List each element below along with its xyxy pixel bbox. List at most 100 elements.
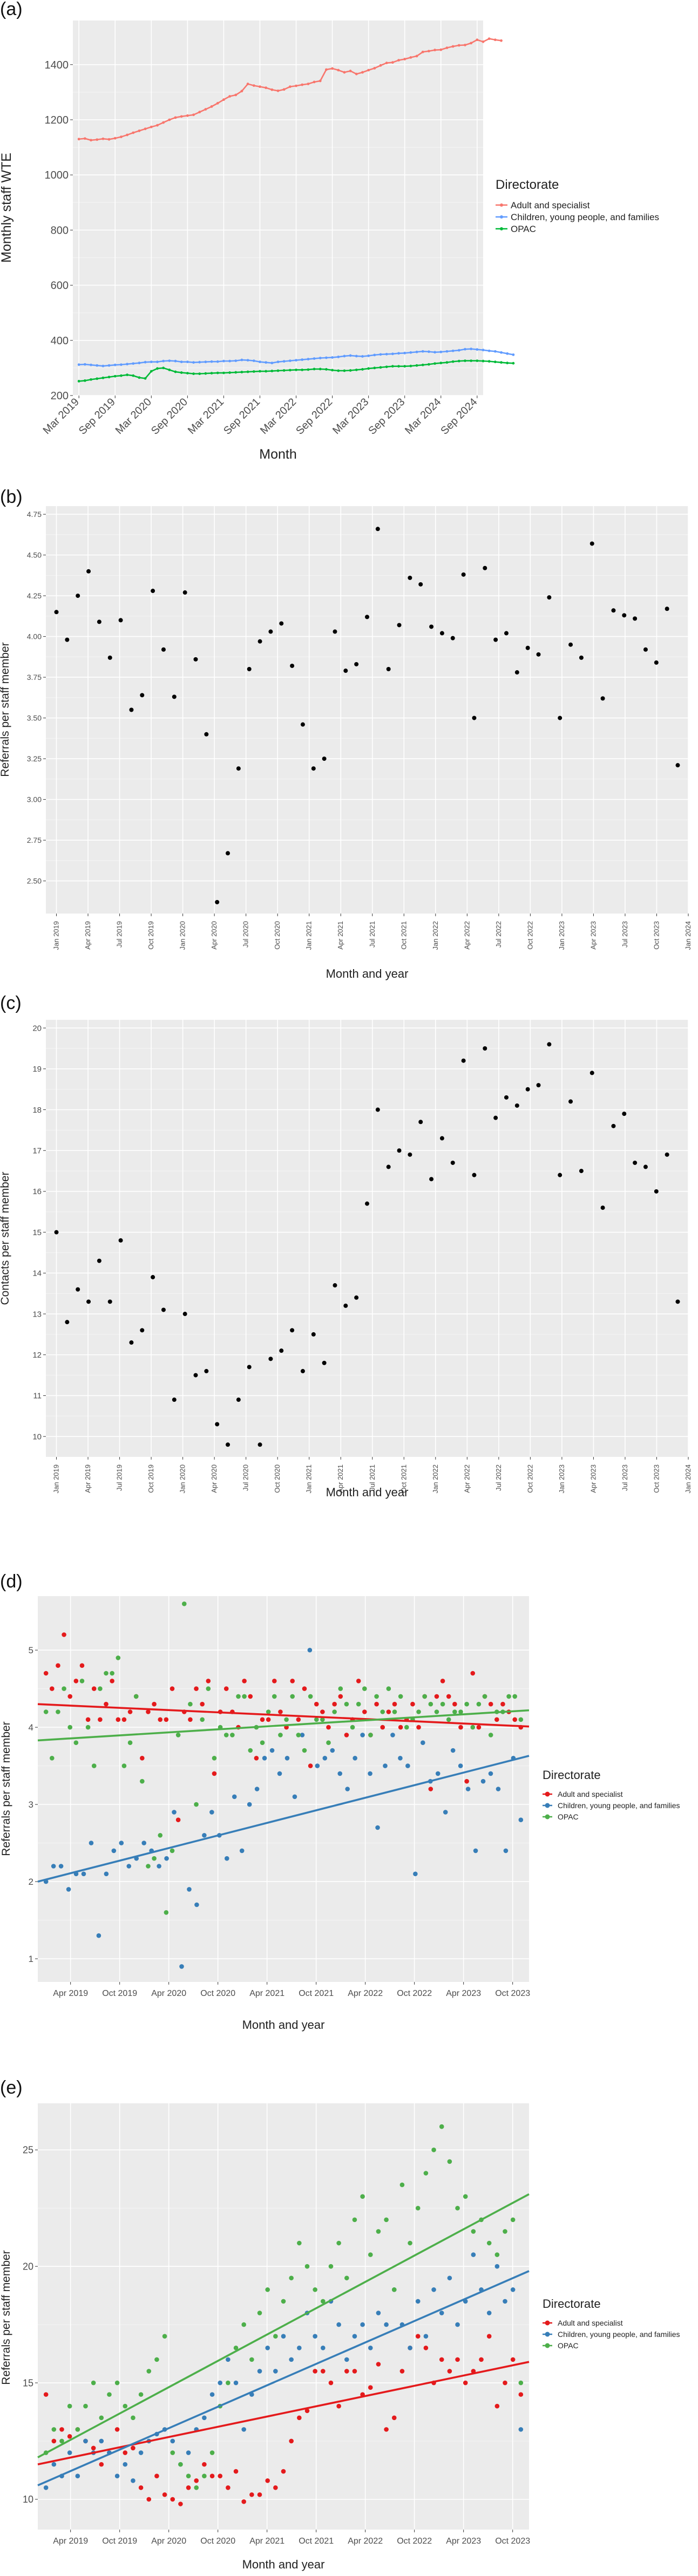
data-point [643,1164,648,1169]
y-tick-label: 3 [29,1800,33,1810]
data-point [301,358,304,361]
data-point [170,2450,175,2455]
data-point [77,380,80,383]
data-point [133,1694,139,1699]
y-tick-label: 2 [29,1877,33,1887]
data-point [433,351,436,354]
x-tick-label: Oct 2022 [397,2537,432,2546]
x-axis: Jan 2019 Apr 2019 Jul 2019 Oct 2019 Jan 2020… [52,914,692,950]
data-point [289,2275,294,2281]
data-point [146,2497,152,2502]
data-point [43,2485,49,2490]
data-point [296,1717,301,1722]
x-tick-label: Oct 2021 [399,921,408,950]
data-point [457,359,460,363]
data-point [510,2287,516,2292]
data-point [204,108,207,111]
data-point [223,1733,229,1737]
data-point [344,1701,349,1707]
legend-label: Adult and specialist [558,2319,623,2327]
data-point [120,374,123,377]
data-point [439,2311,444,2315]
data-point [138,2392,144,2397]
data-point [428,50,430,53]
data-point [73,1740,79,1745]
data-point [131,2478,135,2483]
data-point [202,2415,207,2421]
data-point [198,360,201,364]
y-tick-label: 18 [32,1106,42,1115]
chart-b-svg: (b) 2.50 2.75 3.00 3.25 3.50 3.75 4.00 4.25 4.50… [0,487,692,980]
data-point [332,1701,337,1707]
data-point [226,2485,231,2490]
data-point [525,1087,530,1092]
data-point [384,2217,389,2223]
data-point [91,1686,97,1691]
x-tick-label: Apr 2022 [348,1989,383,1998]
data-marks [77,37,515,383]
data-point [314,1701,319,1707]
x-axis-label: Month and year [326,1485,409,1499]
data-point [162,2492,167,2497]
data-point [304,2264,310,2269]
data-point [633,616,638,621]
data-point [83,2438,88,2444]
y-axis: 200 400 600 800 1000 1200 1400 [45,59,73,402]
y-tick-label: 4.25 [27,591,42,600]
data-point [222,98,225,101]
x-axis-label: Month and year [242,2558,325,2571]
data-point [398,1725,403,1730]
data-point [247,1365,252,1369]
data-point [273,2369,278,2374]
legend-label: Adult and specialist [511,200,590,210]
data-point [361,368,364,371]
data-point [493,350,497,353]
data-point [536,1083,541,1088]
data-point [206,1679,211,1684]
data-point [85,1725,91,1730]
x-tick-label: Apr 2021 [249,2537,284,2546]
data-point [140,1756,145,1761]
data-point [234,371,238,374]
data-point [471,2229,476,2234]
data-point [290,1679,295,1684]
x-tick-label: Oct 2023 [495,1989,530,1998]
x-tick-label: Apr 2020 [210,1464,218,1493]
data-point [368,1771,372,1776]
data-point [138,376,141,379]
data-point [428,1787,433,1791]
x-tick-label: Jul 2022 [494,921,503,948]
data-point [67,2403,72,2409]
data-point [193,657,198,662]
x-tick-label: Jan 2021 [305,1464,313,1494]
y-tick-label: 3.00 [27,795,42,804]
data-point [91,1763,97,1768]
data-point [282,369,286,372]
data-point [367,367,370,370]
data-point [301,83,304,86]
data-point [247,667,252,671]
data-point [391,2415,397,2421]
data-point [307,1647,313,1653]
plot-area [38,1596,529,1982]
data-point [326,1740,331,1745]
data-point [75,2427,80,2432]
data-point [236,1694,241,1699]
panel-label: (e) [0,2077,23,2098]
data-point [355,355,358,358]
x-tick-label: Apr 2023 [446,1989,481,1998]
data-point [170,1686,175,1691]
data-point [494,2252,500,2257]
data-point [200,1717,205,1722]
data-point [175,1817,181,1822]
data-point [186,114,189,117]
data-point [241,2322,246,2327]
y-axis: 2.50 2.75 3.00 3.25 3.50 3.75 4.00 4.25 4.50 4.75 [27,510,46,885]
data-point [376,2229,381,2234]
data-point [409,364,412,367]
data-point [368,2345,373,2350]
data-point [421,350,424,353]
legend-label: Children, young people, and families [558,2330,680,2339]
data-point [308,1763,313,1768]
data-point [289,2438,294,2444]
